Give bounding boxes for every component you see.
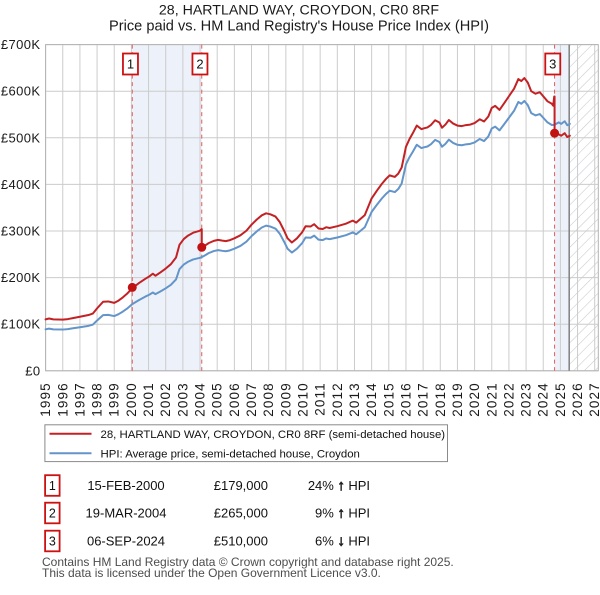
- svg-text:9% ↑ HPI: 9% ↑ HPI: [315, 505, 370, 521]
- svg-text:2007: 2007: [244, 382, 259, 416]
- svg-text:This data is licensed under th: This data is licensed under the Open Gov…: [42, 566, 381, 580]
- svg-text:£510,000: £510,000: [214, 533, 268, 548]
- svg-text:1995: 1995: [38, 382, 53, 416]
- svg-text:Price paid vs. HM Land Registr: Price paid vs. HM Land Registry's House …: [109, 19, 489, 35]
- svg-text:£100K: £100K: [1, 317, 41, 332]
- svg-text:2005: 2005: [210, 382, 225, 416]
- svg-text:2018: 2018: [433, 382, 448, 416]
- svg-text:28, HARTLAND WAY, CROYDON, CR0: 28, HARTLAND WAY, CROYDON, CR0 8RF: [159, 3, 439, 19]
- svg-text:1: 1: [49, 479, 56, 493]
- svg-text:2006: 2006: [227, 382, 242, 416]
- svg-text:3: 3: [49, 534, 56, 548]
- svg-text:2015: 2015: [381, 382, 396, 416]
- svg-text:2026: 2026: [570, 382, 585, 416]
- svg-text:1998: 1998: [90, 382, 105, 416]
- svg-text:1997: 1997: [72, 382, 87, 416]
- svg-text:2017: 2017: [416, 382, 431, 416]
- svg-text:2: 2: [49, 506, 56, 520]
- svg-text:£400K: £400K: [1, 177, 41, 192]
- svg-text:2019: 2019: [450, 382, 465, 416]
- svg-text:HPI: Average price, semi-detac: HPI: Average price, semi-detached house,…: [101, 449, 360, 461]
- svg-text:2022: 2022: [501, 382, 516, 416]
- svg-text:£200K: £200K: [1, 270, 41, 285]
- svg-text:2013: 2013: [347, 382, 362, 416]
- svg-text:2011: 2011: [313, 382, 328, 415]
- svg-text:2001: 2001: [141, 382, 156, 416]
- svg-text:24% ↑ HPI: 24% ↑ HPI: [308, 478, 370, 494]
- svg-text:2002: 2002: [158, 382, 173, 416]
- svg-text:2020: 2020: [467, 382, 482, 416]
- svg-text:£265,000: £265,000: [214, 505, 268, 520]
- svg-text:2003: 2003: [175, 382, 190, 416]
- svg-text:Contains HM Land Registry data: Contains HM Land Registry data © Crown c…: [42, 555, 454, 569]
- svg-text:2: 2: [196, 57, 203, 72]
- svg-text:06-SEP-2024: 06-SEP-2024: [87, 533, 165, 548]
- svg-text:2000: 2000: [124, 382, 139, 416]
- svg-text:2014: 2014: [364, 382, 379, 416]
- svg-text:2016: 2016: [398, 382, 413, 416]
- svg-text:2023: 2023: [519, 382, 534, 416]
- svg-text:£600K: £600K: [1, 84, 41, 99]
- svg-text:2010: 2010: [296, 382, 311, 416]
- svg-text:£300K: £300K: [1, 224, 41, 239]
- svg-text:£0: £0: [25, 363, 40, 378]
- svg-text:2024: 2024: [536, 382, 551, 416]
- svg-text:1999: 1999: [107, 382, 122, 416]
- svg-text:£700K: £700K: [1, 37, 41, 52]
- svg-text:2004: 2004: [193, 382, 208, 416]
- svg-text:£500K: £500K: [1, 130, 41, 145]
- svg-text:1996: 1996: [55, 382, 70, 416]
- svg-text:6% ↓ HPI: 6% ↓ HPI: [315, 533, 370, 549]
- svg-text:19-MAR-2004: 19-MAR-2004: [86, 505, 167, 520]
- svg-text:2009: 2009: [278, 382, 293, 416]
- svg-text:2025: 2025: [553, 382, 568, 416]
- svg-text:15-FEB-2000: 15-FEB-2000: [87, 478, 164, 493]
- svg-text:1: 1: [127, 57, 134, 72]
- svg-text:3: 3: [549, 57, 556, 72]
- svg-text:2027: 2027: [587, 382, 600, 416]
- svg-text:2008: 2008: [261, 382, 276, 416]
- svg-text:2021: 2021: [484, 382, 499, 416]
- svg-text:£179,000: £179,000: [214, 478, 268, 493]
- svg-text:28, HARTLAND WAY, CROYDON, CR0: 28, HARTLAND WAY, CROYDON, CR0 8RF (semi…: [101, 429, 446, 441]
- svg-text:2012: 2012: [330, 382, 345, 416]
